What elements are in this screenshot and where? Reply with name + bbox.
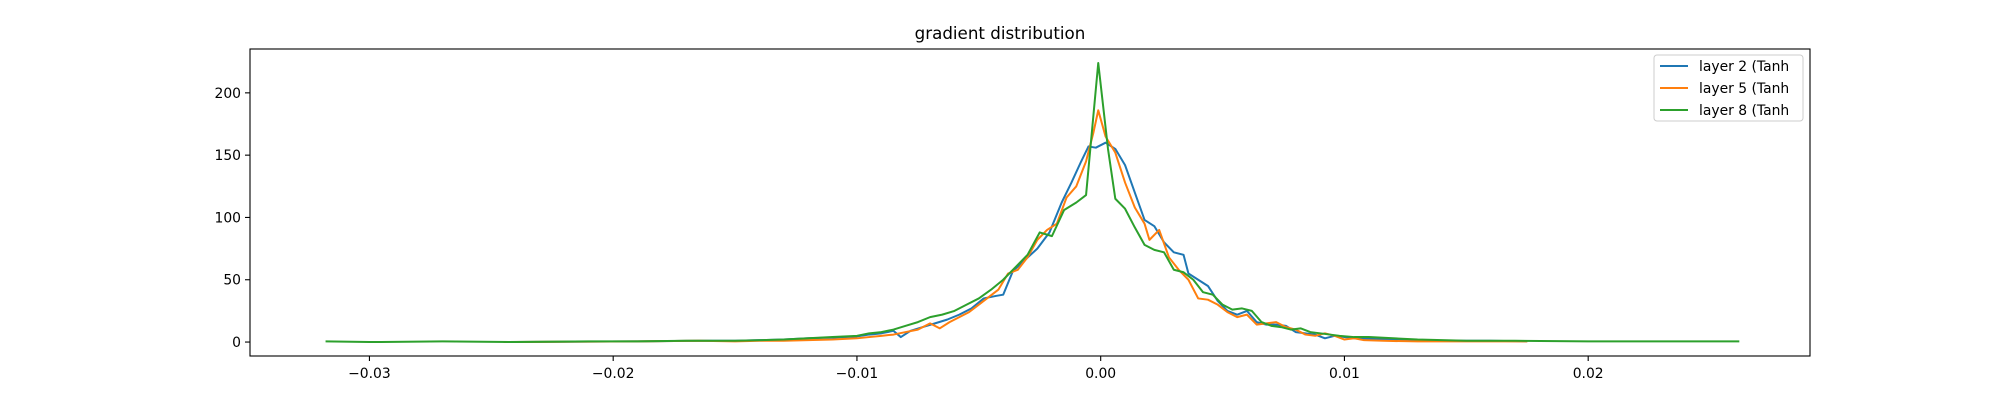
x-tick-label: −0.03 xyxy=(348,366,391,382)
y-tick-label: 0 xyxy=(232,335,241,351)
x-tick-label: 0.00 xyxy=(1085,366,1116,382)
x-tick-label: 0.01 xyxy=(1329,366,1360,382)
legend-label: layer 5 (Tanh xyxy=(1699,81,1789,97)
y-tick-label: 50 xyxy=(223,273,241,289)
plot-background xyxy=(250,49,1810,356)
legend-label: layer 8 (Tanh xyxy=(1699,103,1789,119)
x-tick-label: 0.02 xyxy=(1573,366,1604,382)
y-tick-label: 200 xyxy=(214,86,241,102)
plot-area xyxy=(249,48,1811,357)
chart-title: gradient distribution xyxy=(915,23,1086,43)
plot-frame xyxy=(249,48,1811,357)
y-axis: 0 50 100 150 200 xyxy=(214,86,250,351)
y-tick-label: 150 xyxy=(214,148,241,164)
legend-label: layer 2 (Tanh xyxy=(1699,59,1789,75)
x-tick-label: −0.02 xyxy=(592,366,635,382)
series-group xyxy=(325,61,1740,344)
x-axis: −0.03 −0.02 −0.01 0.00 0.01 0.02 xyxy=(348,356,1604,382)
legend-box xyxy=(1653,54,1804,122)
series-line-3 xyxy=(325,61,1740,344)
series-line-2 xyxy=(503,109,1528,344)
legend: layer 2 (Tanh layer 5 (Tanh layer 8 (Tanh xyxy=(1653,54,1804,122)
y-tick-label: 100 xyxy=(214,210,241,226)
x-tick-label: −0.01 xyxy=(836,366,879,382)
